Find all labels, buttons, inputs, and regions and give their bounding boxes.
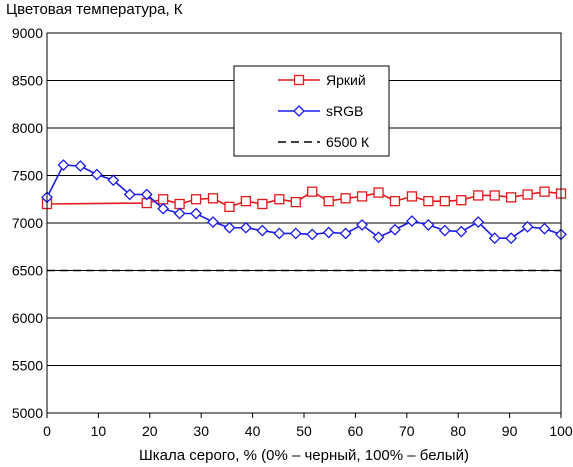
series-0-point-4 xyxy=(190,194,202,205)
series-0-point-25 xyxy=(539,186,550,197)
series-1-point-15 xyxy=(289,227,302,240)
y-tick-label-9000: 9000 xyxy=(12,25,43,41)
series-layer xyxy=(41,159,567,272)
series-1-point-13 xyxy=(256,224,269,237)
series-1-point-3 xyxy=(90,168,103,181)
series-0-point-7 xyxy=(240,195,252,207)
y-tick-label-5500: 5500 xyxy=(12,358,43,374)
x-tick-label-90: 90 xyxy=(502,423,518,439)
legend-label-1: sRGB xyxy=(326,103,363,119)
series-0-point-17 xyxy=(406,191,418,202)
legend-marker-0 xyxy=(293,74,305,86)
series-1-point-1 xyxy=(57,159,70,171)
series-1-point-20 xyxy=(372,231,385,244)
series-0-point-5 xyxy=(207,193,219,204)
chart-title: Цветовая температура, К xyxy=(6,1,183,18)
y-tick-label-8000: 8000 xyxy=(12,120,43,136)
series-1-point-26 xyxy=(472,216,485,228)
series-1-line xyxy=(46,164,562,239)
series-1-point-9 xyxy=(190,207,202,220)
series-1-point-19 xyxy=(356,218,369,231)
y-tick-label-8500: 8500 xyxy=(12,73,43,89)
series-0-point-13 xyxy=(340,193,351,204)
series-1-point-22 xyxy=(406,215,418,228)
x-tick-label-0: 0 xyxy=(43,423,51,439)
series-1-point-2 xyxy=(74,160,87,172)
x-tick-label-20: 20 xyxy=(142,423,158,439)
series-1-point-5 xyxy=(123,188,136,201)
series-0-point-22 xyxy=(489,190,500,201)
series-1-point-10 xyxy=(207,216,219,228)
series-1-point-12 xyxy=(239,221,252,234)
x-tick-labels: 0 10 20 30 40 50 60 70 80 90 100 xyxy=(43,413,573,439)
series-1-point-7 xyxy=(157,202,170,215)
series-0-point-15 xyxy=(373,187,384,198)
x-tick-label-70: 70 xyxy=(399,423,415,439)
series-1 xyxy=(41,159,567,245)
y-tick-label-5000: 5000 xyxy=(12,405,43,421)
series-1-point-6 xyxy=(140,188,153,201)
series-1-point-29 xyxy=(521,220,534,233)
x-tick-label-60: 60 xyxy=(348,423,364,439)
series-0-point-16 xyxy=(389,195,401,207)
series-1-point-14 xyxy=(273,227,286,240)
x-tick-label-10: 10 xyxy=(91,423,107,439)
series-0-point-21 xyxy=(473,190,484,201)
series-0-point-23 xyxy=(505,192,517,203)
plot-frame xyxy=(46,32,562,414)
series-1-point-18 xyxy=(339,227,352,240)
series-1-point-21 xyxy=(389,223,401,236)
series-0-point-3 xyxy=(174,198,185,210)
series-1-point-28 xyxy=(505,232,518,245)
series-0-line xyxy=(46,190,562,208)
legend-label-2: 6500 К xyxy=(326,134,370,150)
series-0 xyxy=(41,186,567,213)
series-1-point-25 xyxy=(455,225,468,238)
series-1-point-11 xyxy=(223,221,236,234)
series-0-point-19 xyxy=(439,195,450,207)
series-0-point-12 xyxy=(323,195,334,207)
series-0-point-9 xyxy=(274,194,285,205)
y-tick-labels: 5000 5500 6000 6500 7000 7500 8000 8500 9000 xyxy=(12,25,43,421)
legend-label-0: Яркий xyxy=(326,72,366,88)
series-1-point-17 xyxy=(322,226,335,239)
series-0-point-14 xyxy=(356,191,368,202)
legend: Яркий sRGB 6500 К xyxy=(233,65,390,157)
series-0-point-18 xyxy=(423,195,434,207)
x-tick-label-100: 100 xyxy=(549,423,573,439)
series-1-point-30 xyxy=(538,222,551,235)
y-tick-label-6000: 6000 xyxy=(12,310,43,326)
series-0-point-6 xyxy=(224,201,235,213)
series-1-point-27 xyxy=(488,232,501,245)
x-tick-label-50: 50 xyxy=(296,423,312,439)
x-axis-title: Шкала серого, % (0% – черный, 100% – бел… xyxy=(139,447,469,464)
series-1-point-16 xyxy=(306,228,319,241)
legend-marker-1 xyxy=(293,105,305,117)
x-tick-label-80: 80 xyxy=(450,423,466,439)
y-tick-label-6500: 6500 xyxy=(12,263,43,279)
series-1-point-23 xyxy=(422,218,435,231)
y-tick-label-7000: 7000 xyxy=(12,215,43,231)
series-0-point-10 xyxy=(290,196,301,208)
series-1-point-4 xyxy=(107,174,120,187)
series-0-point-11 xyxy=(307,186,318,197)
y-tick-label-7500: 7500 xyxy=(12,168,43,184)
series-0-point-24 xyxy=(522,189,533,200)
x-tick-label-30: 30 xyxy=(193,423,209,439)
series-1-point-24 xyxy=(438,224,451,237)
x-tick-label-40: 40 xyxy=(245,423,261,439)
series-0-point-8 xyxy=(257,198,268,210)
series-0-point-20 xyxy=(456,195,467,206)
series-0-point-2 xyxy=(158,194,169,205)
series-1-point-8 xyxy=(173,207,186,220)
